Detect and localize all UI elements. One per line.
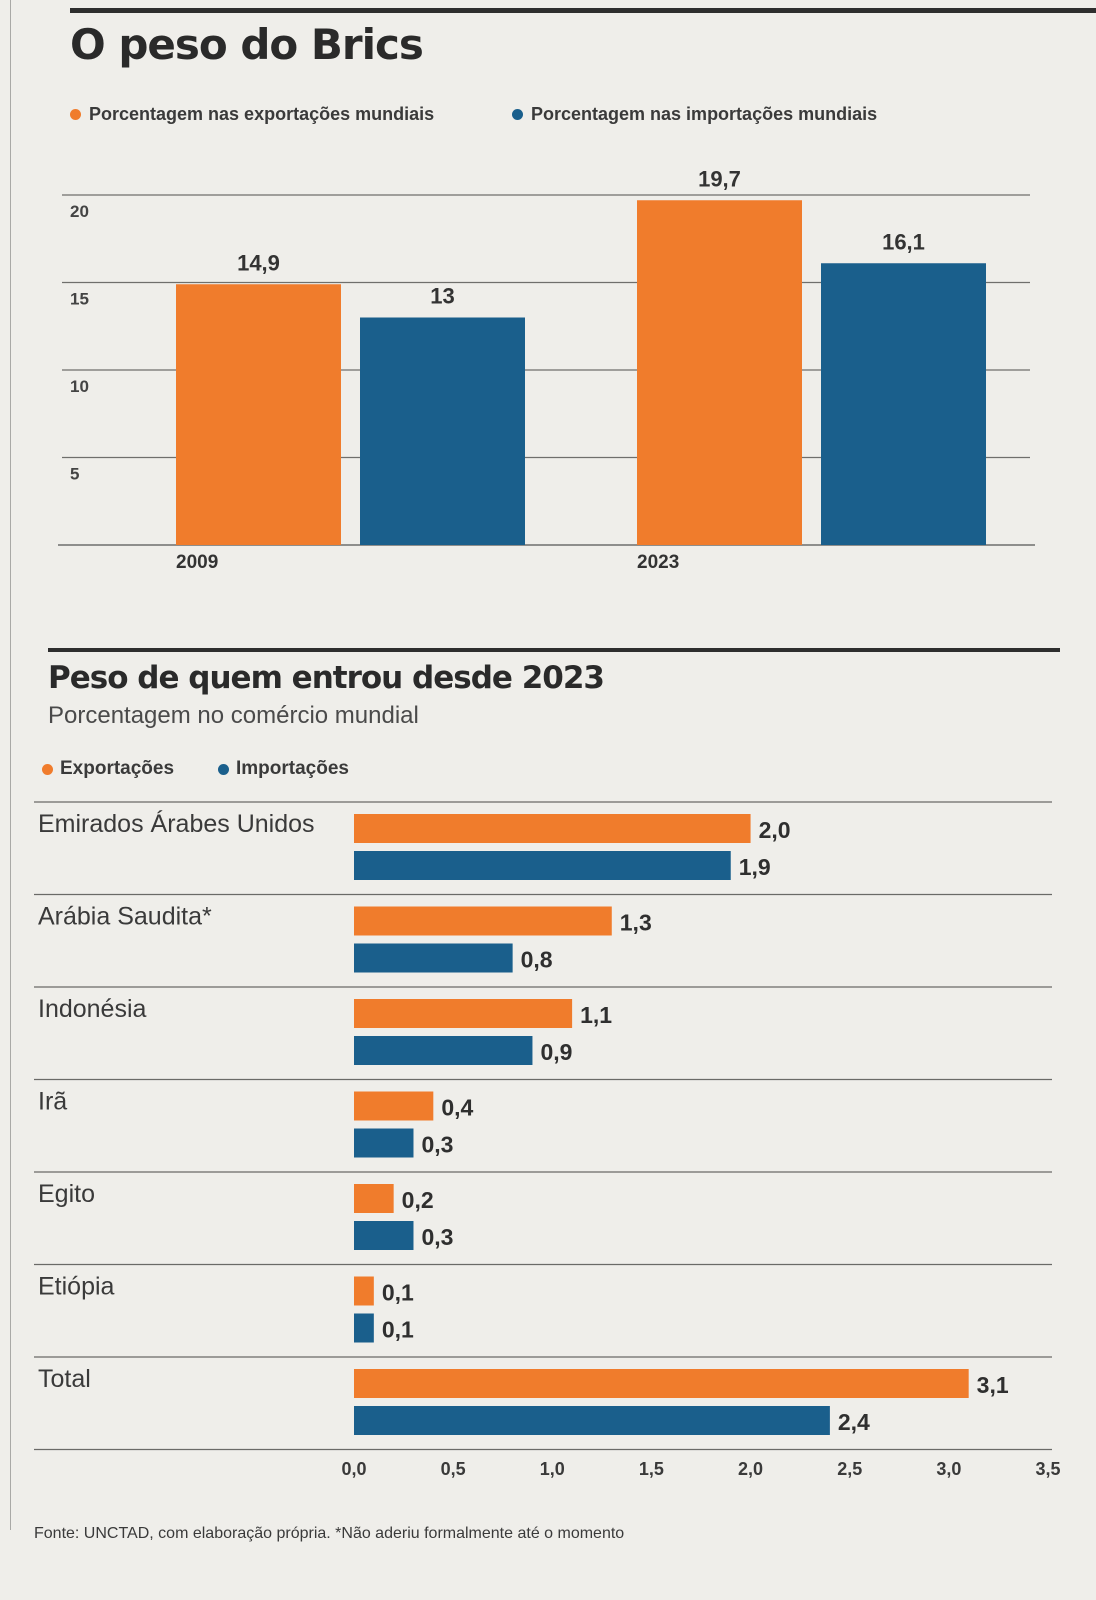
section-rule — [48, 648, 1060, 652]
bar-imports — [354, 1406, 830, 1435]
legend-item-imports: Porcentagem nas importações mundiais — [512, 104, 877, 125]
bar-exports — [354, 814, 751, 843]
data-label: 1,9 — [739, 854, 771, 880]
data-label: 0,3 — [421, 1224, 453, 1250]
data-label: 0,9 — [540, 1039, 572, 1065]
legend-label: Importações — [236, 758, 349, 779]
data-label: 0,1 — [382, 1317, 414, 1343]
chart-title-secondary: Peso de quem entrou desde 2023 — [48, 660, 605, 696]
legend-dot-exports-icon — [70, 109, 81, 120]
x-tick-label: 0,0 — [341, 1459, 366, 1479]
data-label: 3,1 — [977, 1372, 1009, 1398]
bar-exports — [354, 906, 612, 936]
category-label: Egito — [38, 1180, 95, 1208]
bar-imports — [354, 943, 513, 973]
y-tick-label: 5 — [70, 465, 79, 484]
bar-imports — [354, 851, 731, 880]
data-label: 1,1 — [580, 1002, 612, 1028]
bar-exports — [354, 1369, 969, 1398]
data-label: 2,0 — [759, 817, 791, 843]
data-label: 19,7 — [698, 166, 741, 191]
legend-item-imports-2: Importações — [218, 758, 349, 780]
data-label: 1,3 — [620, 910, 652, 936]
category-label: Etiópia — [38, 1273, 115, 1301]
chart-title: O peso do Brics — [70, 20, 424, 69]
category-label: Irã — [38, 1088, 67, 1116]
data-label: 16,1 — [882, 229, 925, 254]
data-label: 13 — [430, 284, 454, 309]
bar-imports — [354, 1128, 414, 1158]
bar-imports — [354, 1221, 414, 1250]
category-label: Indonésia — [38, 995, 147, 1023]
chart-subtitle: Porcentagem no comércio mundial — [48, 702, 419, 729]
legend-dot-imports-icon — [512, 109, 523, 120]
x-tick-label: 2009 — [176, 552, 218, 573]
bar-imports — [354, 1313, 374, 1343]
bar-imports — [354, 1036, 533, 1065]
x-tick-label: 1,5 — [639, 1459, 664, 1479]
bar-imports-2023 — [821, 263, 986, 545]
legend-label: Porcentagem nas exportações mundiais — [89, 104, 435, 124]
page-edge — [10, 0, 11, 1530]
legend-item-exports-2: Exportações — [42, 758, 174, 780]
top-bar-chart: 5 10 15 20 2009 14,9 13 2023 19,7 16,1 — [58, 166, 1035, 573]
legend-dot-imports-icon — [218, 763, 229, 775]
data-label: 0,4 — [441, 1095, 473, 1121]
x-tick-label: 3,0 — [936, 1459, 961, 1479]
x-tick-label: 1,0 — [540, 1459, 565, 1479]
bar-exports — [354, 1184, 394, 1213]
category-label: Arábia Saudita* — [38, 903, 212, 931]
y-tick-label: 10 — [70, 377, 89, 396]
x-tick-label: 2023 — [637, 552, 679, 573]
data-label: 0,8 — [521, 947, 553, 973]
bar-exports-2023 — [637, 200, 802, 545]
y-tick-label: 15 — [70, 290, 89, 309]
legend-label: Porcentagem nas importações mundiais — [531, 104, 878, 124]
legend-dot-exports-icon — [42, 763, 53, 775]
bar-imports-2009 — [360, 317, 525, 545]
bar-exports — [354, 1091, 434, 1121]
data-label: 0,1 — [382, 1280, 414, 1306]
legend-item-exports: Porcentagem nas exportações mundiais — [70, 104, 434, 125]
source-note: Fonte: UNCTAD, com elaboração própria. *… — [34, 1525, 625, 1542]
category-label: Total — [38, 1365, 91, 1393]
bar-exports — [354, 999, 573, 1028]
x-tick-label: 2,0 — [738, 1459, 763, 1479]
top-rule — [70, 8, 1096, 13]
x-tick-label: 0,5 — [441, 1459, 466, 1479]
data-label: 2,4 — [838, 1409, 870, 1435]
x-tick-label: 3,5 — [1035, 1459, 1060, 1479]
category-label: Emirados Árabes Unidos — [38, 809, 315, 838]
legend-label: Exportações — [60, 758, 175, 779]
data-label: 0,2 — [402, 1187, 434, 1213]
bar-exports — [354, 1276, 374, 1306]
y-tick-label: 20 — [70, 202, 89, 221]
data-label: 14,9 — [237, 250, 280, 275]
x-tick-label: 2,5 — [837, 1459, 862, 1479]
data-label: 0,3 — [421, 1132, 453, 1158]
bar-exports-2009 — [176, 284, 341, 545]
